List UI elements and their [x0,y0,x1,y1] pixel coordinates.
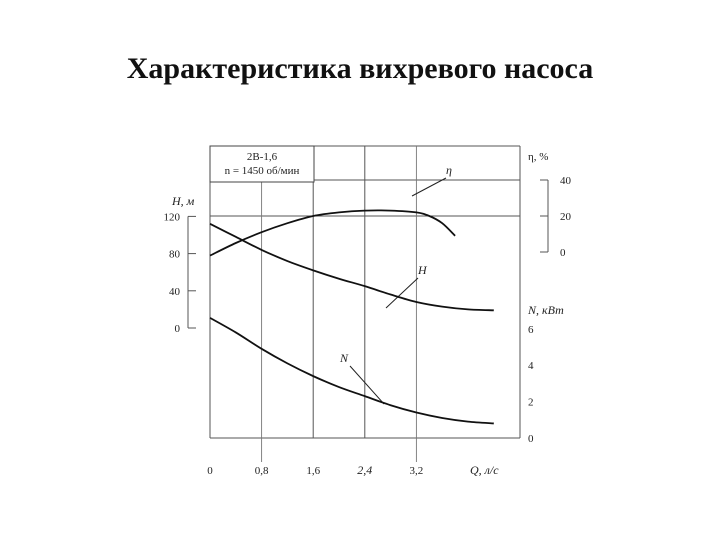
curves [209,209,494,425]
n-tick-label-1: 2 [528,397,534,409]
x-tick-label-4: 3,2 [410,465,424,477]
eta-tick-label-2: 40 [560,175,572,187]
tick-labels: 0 40 80 120 0 20 40 0 2 4 6 0 0,8 1,6 2,4 3,2 [164,175,572,477]
n-tick-label-3: 6 [528,324,534,336]
n-tick-label-2: 4 [528,360,534,372]
h-tick-label-1: 40 [169,286,181,298]
slide-title: Характеристика вихревого насоса [126,52,594,85]
legend-line-2: n = 1450 об/мин [225,165,300,177]
eta-axis-label: η, % [528,151,548,163]
eta-tick-label-0: 0 [560,247,566,259]
h-tick-label-3: 120 [164,211,181,223]
x-tick-label-3: 2,4 [357,463,372,477]
legend-box-border [209,145,315,183]
h-tick-label-2: 80 [169,249,181,261]
chart-frame [187,145,549,462]
legend-box: 2В-1,6 n = 1450 об/мин [209,145,315,183]
n-tick-label-0: 0 [528,433,534,445]
curve-eta [209,209,456,257]
curve-n [209,317,494,425]
h-curve-label: H [417,263,428,277]
h-axis-label: Н, м [171,194,195,208]
eta-tick-label-1: 20 [560,211,572,223]
q-axis-label: Q, л/с [470,463,499,477]
n-curve-label: N [339,351,349,365]
h-leader-line [385,277,419,309]
h-tick-label-0: 0 [175,323,181,335]
curve-h [209,223,494,312]
x-tick-label-1: 0,8 [255,465,269,477]
n-axis-label: N, кВт [527,303,564,317]
x-tick-label-0: 0 [207,465,213,477]
x-tick-label-2: 1,6 [306,465,320,477]
n-leader-line [349,365,385,405]
legend-line-1: 2В-1,6 [247,151,278,163]
eta-leader-line [411,177,447,197]
eta-curve-label: η [446,163,452,177]
